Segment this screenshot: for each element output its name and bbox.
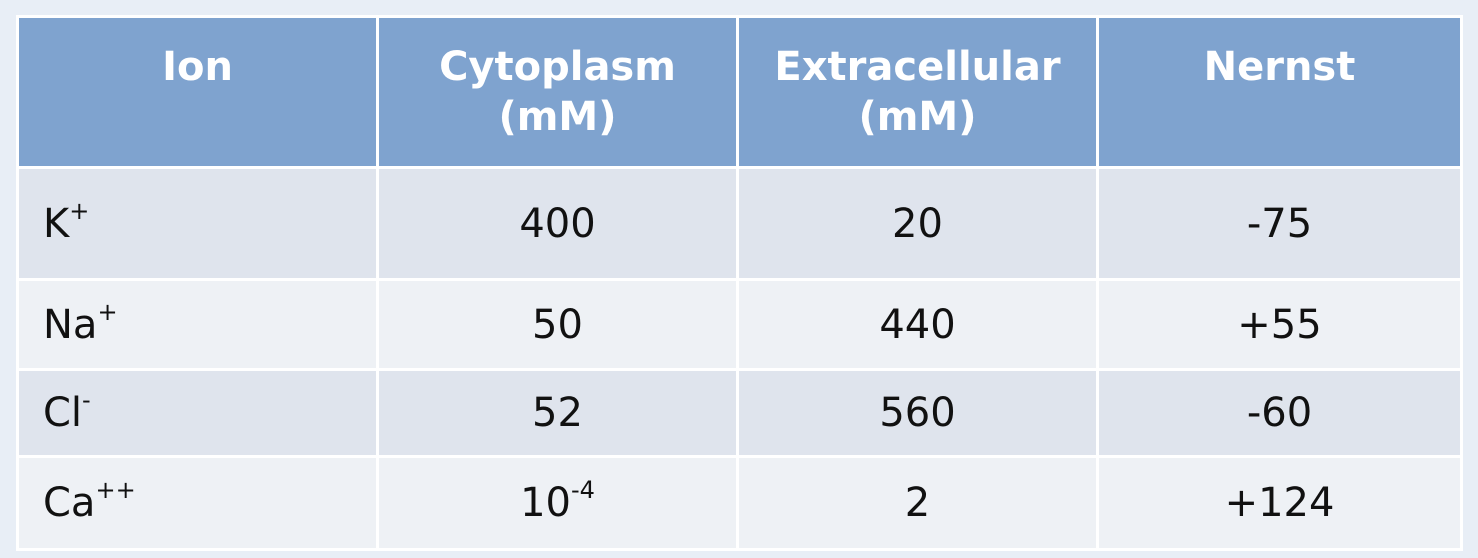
header-cytoplasm-line1: Cytoplasm	[439, 44, 676, 90]
extracellular-cell: 560	[736, 368, 1099, 458]
header-extracellular-line2: (mM)	[858, 94, 977, 140]
column-header-nernst: Nernst	[1096, 15, 1463, 169]
cytoplasm-value: 400	[519, 200, 596, 247]
table-row: Na+ 50 440 +55	[16, 278, 1463, 371]
header-row: Ion Cytoplasm (mM) Extracellular (mM) Ne…	[16, 15, 1463, 169]
header-nernst-line1: Nernst	[1203, 44, 1356, 90]
ion-charge: ++	[95, 476, 136, 504]
ion-charge: -	[82, 386, 91, 414]
ion-symbol: Ca	[43, 480, 96, 526]
cytoplasm-value: 50	[532, 301, 583, 348]
ion-concentration-table: Ion Cytoplasm (mM) Extracellular (mM) Ne…	[16, 15, 1463, 551]
cytoplasm-cell: 50	[376, 278, 739, 371]
ion-cell: K+	[16, 166, 379, 281]
table-row: Ca++ 10-4 2 +124	[16, 455, 1463, 551]
header-ion-line1: Ion	[162, 44, 233, 90]
column-header-cytoplasm: Cytoplasm (mM)	[376, 15, 739, 169]
cytoplasm-cell: 52	[376, 368, 739, 458]
ion-symbol: Cl	[43, 390, 83, 436]
cytoplasm-exponent: -4	[570, 476, 595, 504]
ion-cell: Cl-	[16, 368, 379, 458]
cytoplasm-value: 10	[520, 480, 571, 526]
column-header-ion: Ion	[16, 15, 379, 169]
ion-symbol: Na	[43, 301, 98, 348]
ion-charge: +	[97, 297, 118, 326]
nernst-cell: -60	[1096, 368, 1463, 458]
cytoplasm-value: 52	[532, 390, 583, 436]
extracellular-cell: 440	[736, 278, 1099, 371]
table-row: K+ 400 20 -75	[16, 166, 1463, 281]
nernst-cell: -75	[1096, 166, 1463, 281]
column-header-extracellular: Extracellular (mM)	[736, 15, 1099, 169]
header-extracellular-line1: Extracellular	[774, 44, 1061, 90]
ion-cell: Na+	[16, 278, 379, 371]
nernst-cell: +124	[1096, 455, 1463, 551]
extracellular-cell: 2	[736, 455, 1099, 551]
ion-cell: Ca++	[16, 455, 379, 551]
nernst-cell: +55	[1096, 278, 1463, 371]
table-row: Cl- 52 560 -60	[16, 368, 1463, 458]
cytoplasm-cell: 400	[376, 166, 739, 281]
extracellular-cell: 20	[736, 166, 1099, 281]
ion-symbol: K	[43, 200, 70, 247]
ion-charge: +	[69, 196, 90, 225]
header-cytoplasm-line2: (mM)	[498, 94, 617, 140]
cytoplasm-cell: 10-4	[376, 455, 739, 551]
